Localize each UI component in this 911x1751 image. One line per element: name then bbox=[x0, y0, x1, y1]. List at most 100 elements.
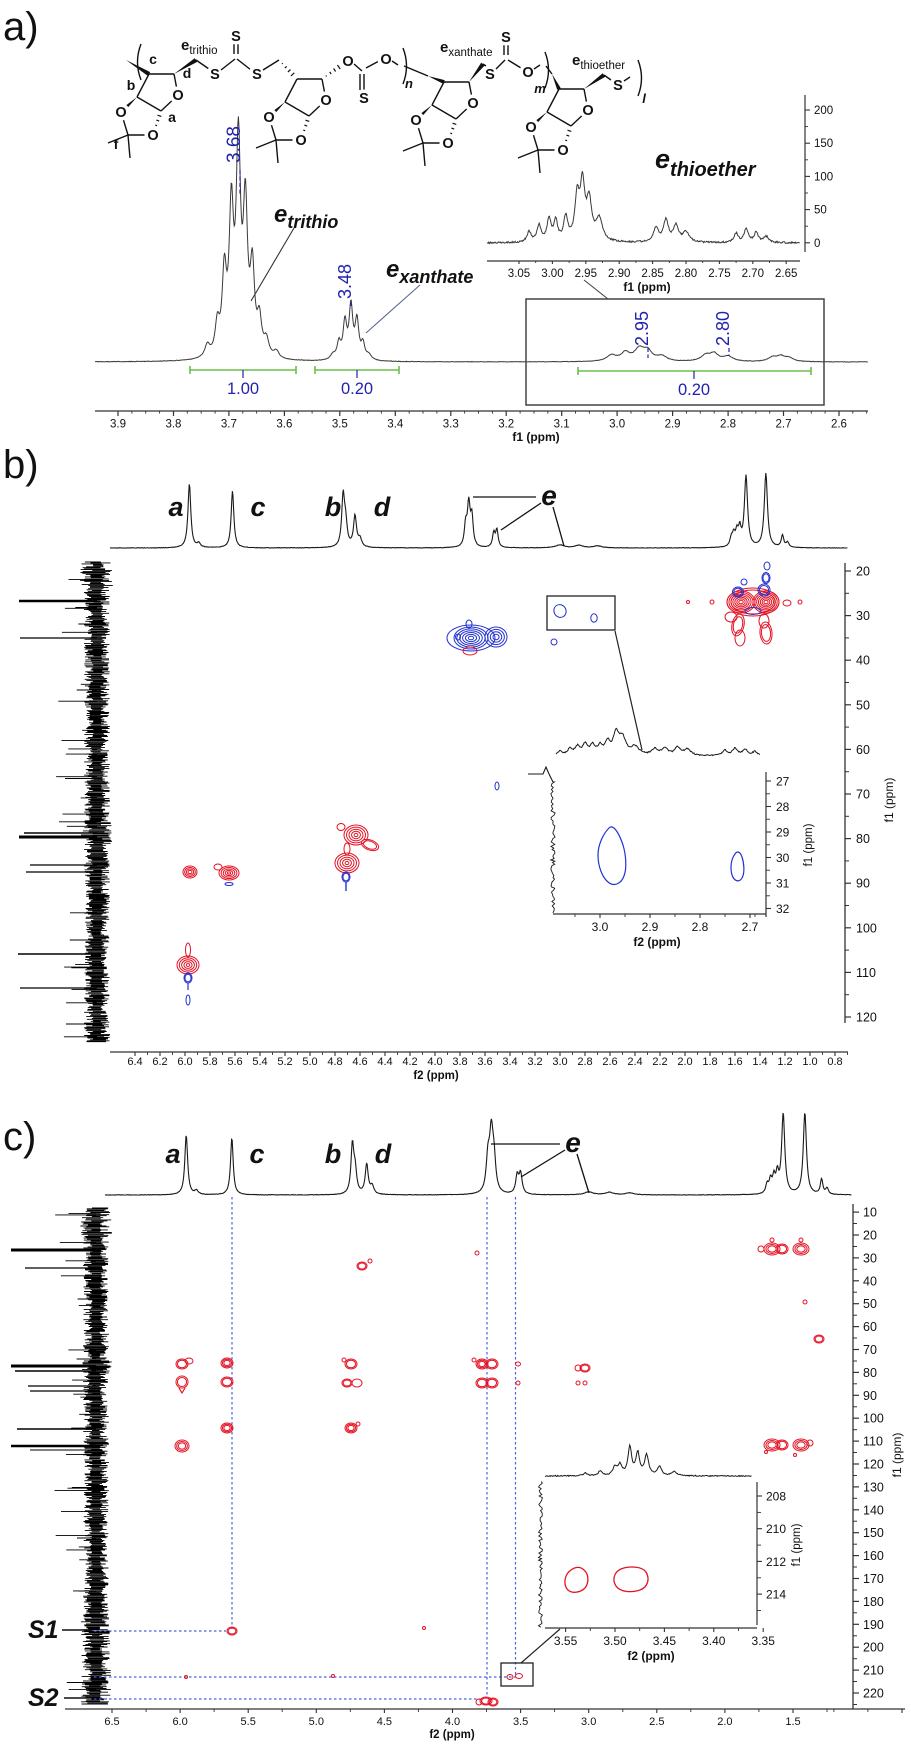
svg-text:O: O bbox=[557, 143, 568, 159]
svg-text:a): a) bbox=[3, 5, 39, 49]
svg-text:b: b bbox=[325, 492, 342, 522]
svg-text:4.8: 4.8 bbox=[327, 1056, 342, 1068]
svg-text:214: 214 bbox=[766, 1588, 786, 1602]
svg-text:1.4: 1.4 bbox=[752, 1056, 767, 1068]
svg-text:140: 140 bbox=[863, 1503, 884, 1517]
svg-text:6.0: 6.0 bbox=[172, 1716, 187, 1728]
svg-text:2.8: 2.8 bbox=[692, 920, 709, 934]
svg-text:120: 120 bbox=[856, 1011, 877, 1025]
svg-text:d: d bbox=[374, 492, 391, 522]
svg-text:208: 208 bbox=[766, 1490, 786, 1504]
svg-text:170: 170 bbox=[863, 1572, 884, 1586]
svg-text:2.4: 2.4 bbox=[627, 1056, 642, 1068]
svg-text:100: 100 bbox=[863, 1412, 884, 1426]
svg-text:S: S bbox=[501, 30, 511, 46]
svg-text:O: O bbox=[172, 88, 183, 104]
svg-text:S: S bbox=[252, 67, 262, 83]
svg-text:5.5: 5.5 bbox=[241, 1716, 256, 1728]
svg-text:3.35: 3.35 bbox=[752, 1634, 776, 1648]
svg-text:220: 220 bbox=[863, 1687, 884, 1701]
svg-text:3.0: 3.0 bbox=[592, 920, 609, 934]
svg-text:4.5: 4.5 bbox=[377, 1716, 392, 1728]
svg-text:O: O bbox=[380, 52, 391, 68]
svg-text:3.8: 3.8 bbox=[452, 1056, 467, 1068]
svg-text:200: 200 bbox=[814, 105, 833, 117]
svg-text:f2 (ppm): f2 (ppm) bbox=[429, 1729, 475, 1741]
svg-text:2.0: 2.0 bbox=[677, 1056, 692, 1068]
svg-text:f1 (ppm): f1 (ppm) bbox=[803, 823, 815, 866]
svg-text:212: 212 bbox=[766, 1555, 786, 1569]
svg-text:f1 (ppm): f1 (ppm) bbox=[791, 1523, 803, 1566]
svg-text:160: 160 bbox=[863, 1549, 884, 1563]
svg-text:150: 150 bbox=[863, 1526, 884, 1540]
svg-text:O: O bbox=[522, 65, 533, 81]
svg-text:3.5: 3.5 bbox=[513, 1716, 528, 1728]
svg-text:O: O bbox=[263, 110, 274, 126]
svg-text:c: c bbox=[250, 492, 265, 522]
svg-text:3.55: 3.55 bbox=[554, 1634, 578, 1648]
svg-text:50: 50 bbox=[814, 205, 827, 217]
svg-text:2.7: 2.7 bbox=[776, 419, 792, 431]
svg-text:2.85: 2.85 bbox=[641, 268, 663, 280]
svg-text:c: c bbox=[249, 1139, 264, 1169]
svg-text:2.95: 2.95 bbox=[575, 268, 597, 280]
svg-text:3.40: 3.40 bbox=[702, 1634, 726, 1648]
svg-text:2.6: 2.6 bbox=[602, 1056, 617, 1068]
svg-text:a: a bbox=[168, 492, 183, 522]
svg-text:f1 (ppm): f1 (ppm) bbox=[512, 430, 559, 444]
svg-text:1.8: 1.8 bbox=[702, 1056, 717, 1068]
svg-text:3.5: 3.5 bbox=[332, 419, 348, 431]
svg-text:c): c) bbox=[3, 1115, 36, 1159]
svg-text:S: S bbox=[210, 67, 220, 83]
svg-text:6.5: 6.5 bbox=[104, 1716, 119, 1728]
svg-text:3.50: 3.50 bbox=[603, 1634, 627, 1648]
svg-text:0: 0 bbox=[814, 238, 820, 250]
svg-text:100: 100 bbox=[856, 921, 877, 935]
svg-text:180: 180 bbox=[863, 1595, 884, 1609]
svg-text:f: f bbox=[114, 136, 119, 152]
svg-text:50: 50 bbox=[863, 1297, 877, 1311]
svg-text:2.8: 2.8 bbox=[720, 419, 736, 431]
svg-text:20: 20 bbox=[856, 565, 870, 579]
svg-text:3.4: 3.4 bbox=[387, 419, 404, 431]
svg-text:60: 60 bbox=[856, 743, 870, 757]
svg-text:1.6: 1.6 bbox=[727, 1056, 742, 1068]
svg-text:f1 (ppm): f1 (ppm) bbox=[890, 1433, 904, 1478]
svg-text:2.7: 2.7 bbox=[742, 920, 759, 934]
svg-text:S: S bbox=[231, 29, 241, 45]
svg-text:3.48: 3.48 bbox=[335, 264, 355, 299]
svg-text:5.4: 5.4 bbox=[252, 1056, 267, 1068]
svg-text:5.2: 5.2 bbox=[277, 1056, 292, 1068]
svg-text:d: d bbox=[375, 1139, 392, 1169]
svg-text:2.9: 2.9 bbox=[642, 920, 659, 934]
svg-text:3.05: 3.05 bbox=[508, 268, 530, 280]
svg-text:1.00: 1.00 bbox=[227, 380, 259, 398]
svg-text:4.0: 4.0 bbox=[427, 1056, 442, 1068]
svg-text:S: S bbox=[485, 67, 495, 83]
svg-text:O: O bbox=[410, 113, 421, 129]
svg-text:190: 190 bbox=[863, 1618, 884, 1632]
svg-text:110: 110 bbox=[863, 1435, 883, 1449]
svg-text:O: O bbox=[342, 54, 353, 70]
svg-text:c: c bbox=[149, 51, 157, 67]
svg-text:2.5: 2.5 bbox=[649, 1716, 664, 1728]
svg-text:30: 30 bbox=[863, 1251, 877, 1265]
svg-text:1.5: 1.5 bbox=[785, 1716, 800, 1728]
svg-text:6.0: 6.0 bbox=[177, 1056, 192, 1068]
svg-text:2.80: 2.80 bbox=[713, 311, 733, 346]
svg-text:S: S bbox=[359, 91, 369, 107]
svg-text:3.2: 3.2 bbox=[498, 419, 514, 431]
svg-text:2.8: 2.8 bbox=[577, 1056, 592, 1068]
svg-text:6.2: 6.2 bbox=[152, 1056, 167, 1068]
svg-text:n: n bbox=[405, 76, 413, 91]
svg-text:0.20: 0.20 bbox=[678, 381, 710, 399]
svg-text:70: 70 bbox=[856, 788, 870, 802]
svg-text:1.2: 1.2 bbox=[777, 1056, 792, 1068]
svg-text:3.6: 3.6 bbox=[477, 1056, 492, 1068]
svg-text:O: O bbox=[442, 136, 453, 152]
svg-text:90: 90 bbox=[863, 1389, 877, 1403]
svg-text:3.00: 3.00 bbox=[541, 268, 563, 280]
svg-text:O: O bbox=[115, 105, 126, 121]
svg-text:0.20: 0.20 bbox=[341, 380, 373, 398]
svg-text:3.45: 3.45 bbox=[653, 1634, 677, 1648]
